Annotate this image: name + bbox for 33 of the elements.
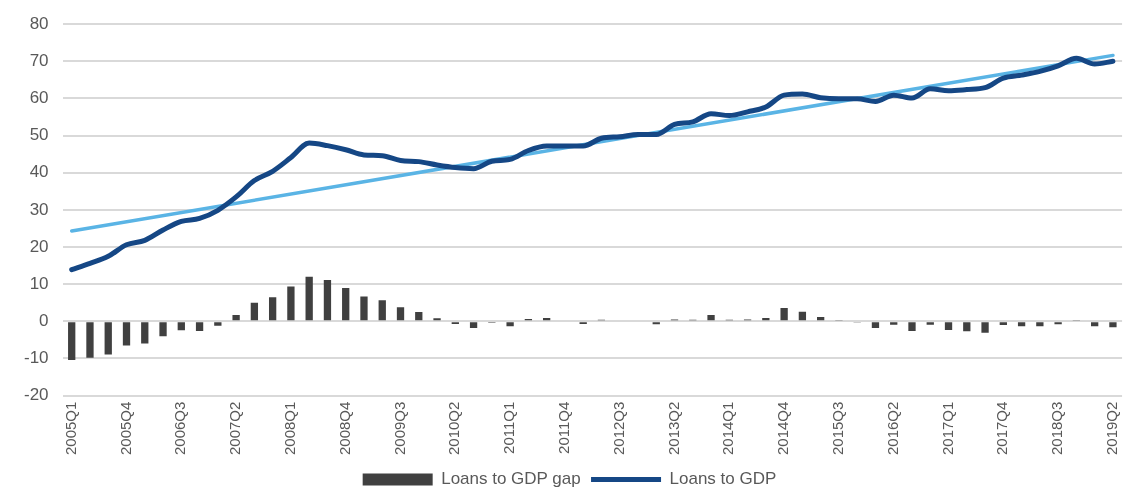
x-tick-label: 2014Q4 — [774, 401, 792, 456]
x-tick-label: 2008Q1 — [281, 401, 299, 456]
x-tick-label: 2011Q4 — [555, 401, 573, 454]
y-tick-label: 80 — [29, 13, 49, 33]
y-tick-label: 40 — [29, 162, 49, 182]
x-tick-label: 2007Q2 — [226, 401, 244, 456]
x-tick-label: 2009Q3 — [390, 401, 408, 456]
x-tick-label: 2012Q3 — [609, 401, 627, 456]
legend-label: Loans to GDP — [669, 469, 777, 489]
y-tick-label: 20 — [29, 236, 49, 256]
x-tick-label: 2014Q1 — [719, 401, 737, 456]
y-tick-label: 70 — [29, 51, 49, 71]
x-tick-label: 2018Q3 — [1048, 401, 1066, 456]
y-tick-label: 60 — [29, 88, 49, 108]
x-tick-label: 2015Q3 — [829, 401, 847, 456]
y-tick-label: -10 — [23, 348, 49, 368]
x-tick-label: 2006Q3 — [171, 401, 189, 456]
x-tick-label: 2010Q2 — [445, 401, 463, 456]
x-tick-label: 2013Q2 — [664, 401, 682, 456]
x-tick-label: 2008Q4 — [335, 401, 353, 456]
x-tick-label: 2017Q1 — [938, 401, 956, 456]
x-tick-label: 2005Q4 — [116, 401, 134, 456]
y-tick-label: 50 — [29, 125, 49, 145]
legend-label: Loans to GDP gap — [441, 469, 581, 489]
y-tick-label: -20 — [23, 385, 49, 405]
y-tick-label: 0 — [39, 311, 49, 331]
y-tick-label: 10 — [29, 273, 49, 293]
x-tick-label: 2005Q1 — [61, 401, 79, 456]
x-tick-label: 2017Q4 — [993, 401, 1011, 456]
y-tick-label: 30 — [29, 199, 49, 219]
x-tick-label: 2016Q2 — [883, 401, 901, 456]
x-tick-label: 2011Q1 — [500, 401, 518, 454]
x-tick-label: 2019Q2 — [1103, 401, 1121, 456]
